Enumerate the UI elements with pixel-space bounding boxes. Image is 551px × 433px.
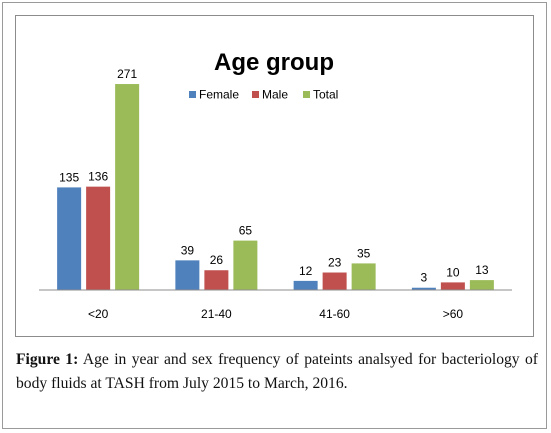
- data-label-male-21-40: 26: [210, 253, 224, 267]
- caption-label: Figure 1:: [16, 351, 79, 368]
- legend-label-female: Female: [199, 88, 239, 102]
- data-label-male-20: 136: [88, 170, 108, 184]
- legend-swatch-female: [189, 91, 196, 98]
- data-label-total-60: 13: [475, 263, 489, 277]
- data-label-female-20: 135: [59, 170, 79, 184]
- x-tick-labels: <20 21-40 41-60 >60: [88, 307, 463, 321]
- bar-male-41-60: [322, 272, 347, 290]
- data-label-male-41-60: 23: [328, 256, 342, 270]
- bar-male-20: [86, 186, 111, 290]
- data-label-total-41-60: 35: [357, 246, 371, 260]
- chart-legend: Female Male Total: [189, 88, 338, 102]
- x-tick-label-60: >60: [443, 307, 464, 321]
- bar-female-60: [411, 287, 436, 290]
- legend-label-total: Total: [313, 88, 338, 102]
- data-label-male-60: 10: [446, 265, 460, 279]
- data-label-female-21-40: 39: [181, 243, 195, 257]
- caption-text: Age in year and sex frequency of pateint…: [16, 351, 538, 392]
- data-label-female-41-60: 12: [299, 264, 313, 278]
- bar-female-21-40: [175, 260, 200, 290]
- chart-title: Age group: [214, 49, 334, 76]
- data-label-female-60: 3: [421, 271, 428, 285]
- legend-label-male: Male: [262, 88, 288, 102]
- bar-female-41-60: [293, 280, 318, 290]
- x-tick-label-21-40: 21-40: [201, 307, 232, 321]
- bar-chart: Age group Female Male Total 135 136 271 39 26 6…: [39, 49, 512, 321]
- bar-female-20: [57, 187, 82, 290]
- legend-swatch-male: [252, 91, 259, 98]
- x-tick-label-20: <20: [88, 307, 109, 321]
- bar-male-21-40: [204, 270, 229, 290]
- figure-frame: Age group Female Male Total 135 136 271 39 26 6…: [2, 2, 547, 429]
- bar-total-60: [469, 280, 494, 290]
- data-label-total-21-40: 65: [239, 224, 253, 238]
- bar-total-20: [115, 84, 140, 290]
- bar-total-21-40: [233, 240, 258, 290]
- bar-total-41-60: [351, 263, 376, 290]
- data-label-total-20: 271: [117, 67, 137, 81]
- figure-caption: Figure 1: Age in year and sex frequency …: [16, 348, 538, 396]
- bar-male-60: [440, 282, 465, 290]
- bar-series-group: 135 136 271 39 26 65 12 23 35 3 10 13: [57, 67, 494, 290]
- legend-swatch-total: [303, 91, 310, 98]
- chart-area: Age group Female Male Total 135 136 271 39 26 6…: [15, 15, 534, 337]
- x-tick-label-41-60: 41-60: [319, 307, 350, 321]
